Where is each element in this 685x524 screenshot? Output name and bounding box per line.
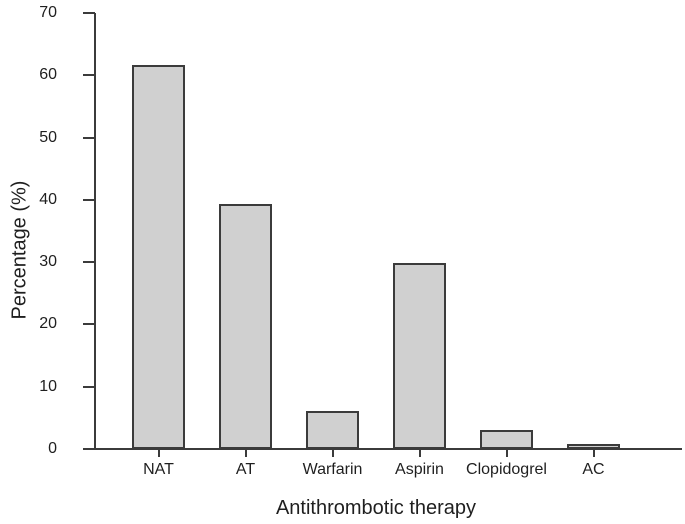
x-axis-tick	[418, 450, 421, 457]
x-tick-label-aspirin: Aspirin	[395, 461, 444, 478]
x-axis-tick	[244, 450, 247, 457]
bar-clopidogrel	[480, 430, 533, 449]
y-axis-tick	[83, 261, 95, 264]
x-axis-tick	[592, 450, 595, 457]
bar-aspirin	[393, 263, 446, 449]
y-axis-tick	[83, 385, 95, 388]
x-tick-label-clopidogrel: Clopidogrel	[466, 461, 547, 478]
y-tick-label: 60	[39, 66, 57, 84]
x-tick-label-warfarin: Warfarin	[302, 461, 363, 478]
y-tick-label: 30	[39, 253, 57, 271]
bar-nat	[132, 65, 185, 449]
y-tick-label: 40	[39, 190, 57, 208]
y-axis-tick	[83, 74, 95, 77]
y-tick-label: 20	[39, 315, 57, 333]
x-axis-tick	[331, 450, 334, 457]
y-axis-tick	[83, 198, 95, 201]
x-tick-label-ac: AC	[582, 461, 605, 478]
y-axis-tick	[83, 12, 95, 14]
y-axis-tick	[83, 323, 95, 326]
x-axis-tick	[505, 450, 508, 457]
x-axis-title: Antithrombotic therapy	[226, 496, 526, 520]
x-axis-title-text: Antithrombotic therapy	[275, 497, 477, 519]
y-axis-line	[94, 13, 96, 450]
x-axis-tick	[157, 450, 160, 457]
bar-warfarin	[306, 411, 359, 449]
y-axis-tick	[83, 136, 95, 139]
x-tick-label-nat: NAT	[143, 461, 174, 478]
y-tick-label: 50	[39, 128, 57, 146]
y-tick-label: 10	[39, 377, 57, 395]
bar-at	[219, 204, 272, 449]
x-axis-line	[94, 448, 682, 450]
y-axis-tick	[83, 448, 95, 450]
y-tick-label: 0	[48, 440, 57, 457]
bar-ac	[567, 444, 620, 449]
x-tick-label-at: AT	[235, 461, 256, 478]
y-tick-label: 70	[39, 4, 57, 21]
